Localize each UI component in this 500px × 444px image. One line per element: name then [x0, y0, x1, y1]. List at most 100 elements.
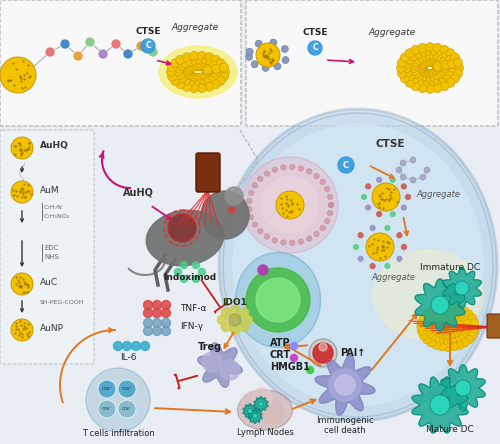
Circle shape [171, 76, 180, 85]
Circle shape [431, 67, 440, 76]
Circle shape [433, 62, 442, 71]
Circle shape [324, 186, 330, 191]
Circle shape [60, 39, 70, 49]
Circle shape [187, 63, 196, 72]
Circle shape [446, 332, 455, 341]
Circle shape [202, 78, 210, 87]
Circle shape [11, 273, 33, 295]
Circle shape [255, 40, 262, 47]
Circle shape [418, 83, 427, 93]
Text: C₇H₅NO₄: C₇H₅NO₄ [44, 214, 70, 218]
Circle shape [328, 202, 334, 207]
Circle shape [456, 321, 465, 329]
Circle shape [424, 320, 432, 328]
Circle shape [468, 332, 476, 340]
Circle shape [212, 67, 222, 76]
Circle shape [441, 67, 450, 75]
Circle shape [414, 56, 423, 64]
Circle shape [448, 319, 456, 328]
Text: CTSE: CTSE [302, 28, 328, 37]
Circle shape [258, 176, 262, 181]
Circle shape [412, 69, 420, 78]
Circle shape [152, 301, 162, 309]
Circle shape [418, 73, 426, 83]
Circle shape [448, 308, 456, 317]
Circle shape [400, 243, 407, 250]
Circle shape [225, 187, 243, 205]
Circle shape [435, 336, 444, 345]
Circle shape [468, 314, 476, 322]
Polygon shape [243, 404, 257, 418]
Text: Aggregate: Aggregate [371, 273, 415, 282]
Circle shape [338, 157, 354, 173]
Circle shape [456, 318, 464, 327]
Circle shape [454, 63, 464, 72]
Circle shape [438, 321, 447, 329]
Circle shape [418, 44, 427, 52]
Circle shape [202, 64, 211, 73]
Circle shape [372, 183, 400, 211]
Circle shape [414, 71, 423, 81]
Ellipse shape [236, 253, 320, 348]
Circle shape [450, 74, 460, 83]
Circle shape [190, 83, 198, 92]
Circle shape [335, 375, 355, 395]
Circle shape [176, 64, 184, 73]
Circle shape [432, 79, 440, 88]
Circle shape [448, 59, 456, 68]
Circle shape [244, 316, 252, 325]
Circle shape [441, 327, 450, 335]
Circle shape [202, 57, 210, 66]
Circle shape [410, 177, 416, 183]
Circle shape [196, 56, 205, 65]
Circle shape [246, 206, 252, 212]
Circle shape [414, 49, 423, 58]
Circle shape [464, 323, 472, 331]
Circle shape [357, 232, 364, 239]
Circle shape [448, 337, 456, 346]
Circle shape [440, 45, 449, 55]
Circle shape [180, 275, 188, 282]
Circle shape [411, 82, 420, 91]
Circle shape [422, 68, 430, 78]
Text: IFN-γ: IFN-γ [180, 321, 203, 330]
Circle shape [426, 329, 434, 338]
Circle shape [449, 325, 458, 333]
Circle shape [162, 318, 170, 328]
Circle shape [457, 323, 465, 331]
Circle shape [281, 240, 286, 245]
Circle shape [182, 53, 192, 62]
Circle shape [220, 360, 240, 380]
Circle shape [400, 53, 409, 62]
Circle shape [396, 232, 403, 239]
Circle shape [290, 354, 298, 361]
Circle shape [298, 166, 304, 171]
Circle shape [162, 309, 170, 317]
Circle shape [465, 335, 473, 344]
Circle shape [426, 84, 434, 93]
Circle shape [190, 52, 198, 60]
Circle shape [206, 76, 215, 85]
Circle shape [444, 318, 452, 327]
Circle shape [417, 323, 425, 331]
Circle shape [262, 64, 269, 71]
Circle shape [460, 313, 468, 322]
Circle shape [192, 275, 200, 282]
Circle shape [309, 339, 337, 367]
Circle shape [440, 326, 448, 335]
Text: AuNP: AuNP [40, 324, 64, 333]
Circle shape [432, 305, 440, 313]
Circle shape [427, 307, 436, 315]
Text: Lymph Nodes: Lymph Nodes [236, 428, 294, 437]
Circle shape [352, 243, 360, 250]
Circle shape [431, 59, 440, 68]
Polygon shape [198, 343, 242, 387]
Circle shape [328, 194, 332, 199]
Circle shape [148, 47, 158, 57]
Circle shape [462, 316, 470, 325]
Circle shape [406, 72, 414, 81]
Circle shape [450, 323, 458, 331]
Text: AuHQ: AuHQ [122, 187, 154, 197]
Circle shape [319, 343, 327, 351]
Circle shape [111, 39, 121, 49]
